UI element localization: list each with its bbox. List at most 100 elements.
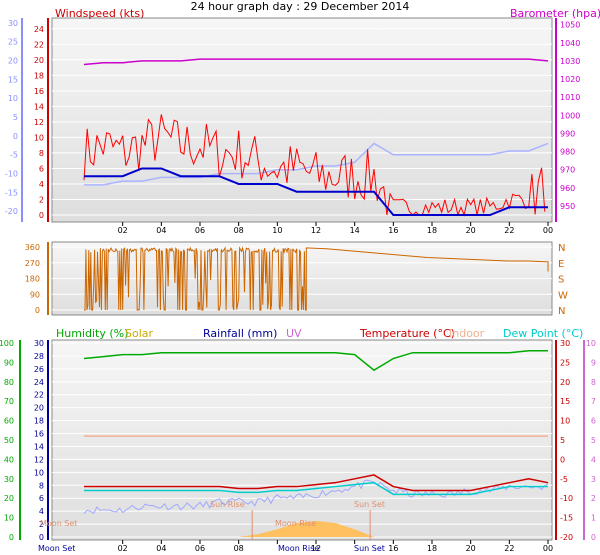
apparent-temp-tick: -20 <box>5 207 18 216</box>
event-sun-rise: Sun Rise <box>210 500 245 509</box>
direction-tick: 270 <box>25 259 40 268</box>
humidity-tick: 60 <box>4 417 14 426</box>
rainfall-tick: 30 <box>34 339 44 348</box>
event-sun-set: Sun Set <box>354 500 385 509</box>
uv-tick: 5 <box>591 436 596 445</box>
barometer-tick: 1000 <box>560 111 580 120</box>
wind-time-label: 22 <box>504 226 514 235</box>
humidity-tick: 70 <box>4 397 14 406</box>
temperature-tick: 5 <box>560 436 565 445</box>
wind-time-label: 06 <box>195 226 205 235</box>
windspeed-tick: 16 <box>34 87 44 96</box>
series-humidity <box>83 350 548 372</box>
temp-time-label: 18 <box>427 544 437 553</box>
legend-indoor: Indoor <box>449 327 485 340</box>
temp-time-label: 08 <box>234 544 244 553</box>
series-dewpoint <box>84 481 548 496</box>
direction-tick: 360 <box>25 243 40 252</box>
windspeed-tick: 0 <box>39 211 44 220</box>
wind-panel-ticks: 024681012141618202224-20-15-10-505101520… <box>5 18 580 222</box>
rainfall-tick: 22 <box>34 391 44 400</box>
bottom-moon-rise: Moon Rise <box>278 544 319 553</box>
series-barometer <box>83 58 549 66</box>
temp-time-label: 12 <box>311 544 321 553</box>
barometer-tick: 1050 <box>560 21 580 30</box>
uv-tick: 4 <box>591 455 596 464</box>
temp-time-label: 16 <box>388 544 398 553</box>
windspeed-tick: 12 <box>34 118 44 127</box>
series-wind-direction <box>84 246 549 311</box>
windspeed-tick: 24 <box>34 25 44 34</box>
temperature-tick: 0 <box>560 455 565 464</box>
apparent-temp-tick: 20 <box>8 57 18 66</box>
apparent-temp-tick: 25 <box>8 38 18 47</box>
direction-tick: 0 <box>35 306 40 315</box>
direction-panel-series <box>84 246 549 311</box>
temperature-panel-time-ticks: 02 04 06 08 12 16 18 20 22 00 <box>118 540 553 553</box>
rainfall-tick: 8 <box>39 481 44 490</box>
bottom-event-labels: Moon Set Moon Rise Sun Set <box>38 544 385 553</box>
rainfall-tick: 14 <box>34 442 44 451</box>
legend-temperature: Temperature (°C) <box>359 327 455 340</box>
temperature-panel-ticks: 0246810121416182022242628300102030405060… <box>0 339 596 542</box>
temperature-tick: 30 <box>560 339 570 348</box>
direction-tick: 90 <box>30 290 40 299</box>
compass-label: S <box>558 275 564 286</box>
uv-tick: 1 <box>591 514 596 523</box>
legend-rainfall: Rainfall (mm) <box>203 327 277 340</box>
wind-time-label: 18 <box>427 226 437 235</box>
apparent-temp-tick: 10 <box>8 94 18 103</box>
barometer-tick: 1020 <box>560 75 580 84</box>
series-solar <box>84 520 548 537</box>
wind-panel-time-ticks: 02 04 06 08 10 12 14 16 18 20 22 00 <box>118 222 553 235</box>
barometer-tick: 980 <box>560 148 575 157</box>
uv-tick: 8 <box>591 378 596 387</box>
temperature-tick: 10 <box>560 417 570 426</box>
rainfall-tick: 12 <box>34 455 44 464</box>
rainfall-tick: 4 <box>39 507 44 516</box>
direction-tick: 180 <box>25 275 40 284</box>
temp-time-label: 20 <box>466 544 476 553</box>
event-moon-rise: Moon Rise <box>275 519 316 528</box>
temperature-tick: 25 <box>560 358 570 367</box>
barometer-tick: 970 <box>560 166 575 175</box>
rainfall-tick: 24 <box>34 378 44 387</box>
windspeed-tick: 14 <box>34 102 44 111</box>
legend-dewpoint: Dew Point (°C) <box>503 327 583 340</box>
uv-tick: 10 <box>586 339 596 348</box>
uv-tick: 3 <box>591 475 596 484</box>
series-wind-average <box>84 167 548 216</box>
rainfall-tick: 28 <box>34 352 44 361</box>
wind-time-label: 20 <box>466 226 476 235</box>
windspeed-tick: 4 <box>39 180 44 189</box>
barometer-tick: 950 <box>560 202 575 211</box>
humidity-tick: 100 <box>0 339 14 348</box>
wind-time-label: 04 <box>156 226 166 235</box>
humidity-tick: 90 <box>4 358 14 367</box>
legend-humidity: Humidity (%) <box>56 327 128 340</box>
compass-label: W <box>558 290 568 301</box>
uv-tick: 9 <box>591 358 596 367</box>
temperature-tick: -15 <box>560 514 573 523</box>
barometer-tick: 1030 <box>560 57 580 66</box>
barometer-tick: 1010 <box>560 93 580 102</box>
wind-time-label: 00 <box>543 226 553 235</box>
rainfall-tick: 10 <box>34 468 44 477</box>
barometer-tick: 1040 <box>560 39 580 48</box>
rainfall-tick: 0 <box>39 533 44 542</box>
legend-uv: UV <box>286 327 302 340</box>
humidity-tick: 10 <box>4 514 14 523</box>
wind-time-label: 02 <box>118 226 128 235</box>
rainfall-tick: 16 <box>34 430 44 439</box>
legend-solar: Solar <box>125 327 154 340</box>
apparent-temp-tick: -10 <box>5 170 18 179</box>
compass-label: N <box>558 306 565 317</box>
chart-title: 24 hour graph day : 29 December 2014 <box>191 0 410 13</box>
bottom-moon-set: Moon Set <box>38 544 75 553</box>
series-temperature <box>84 474 549 492</box>
temperature-tick: 15 <box>560 397 570 406</box>
temp-time-label: 04 <box>156 544 166 553</box>
apparent-temp-tick: -15 <box>5 188 18 197</box>
